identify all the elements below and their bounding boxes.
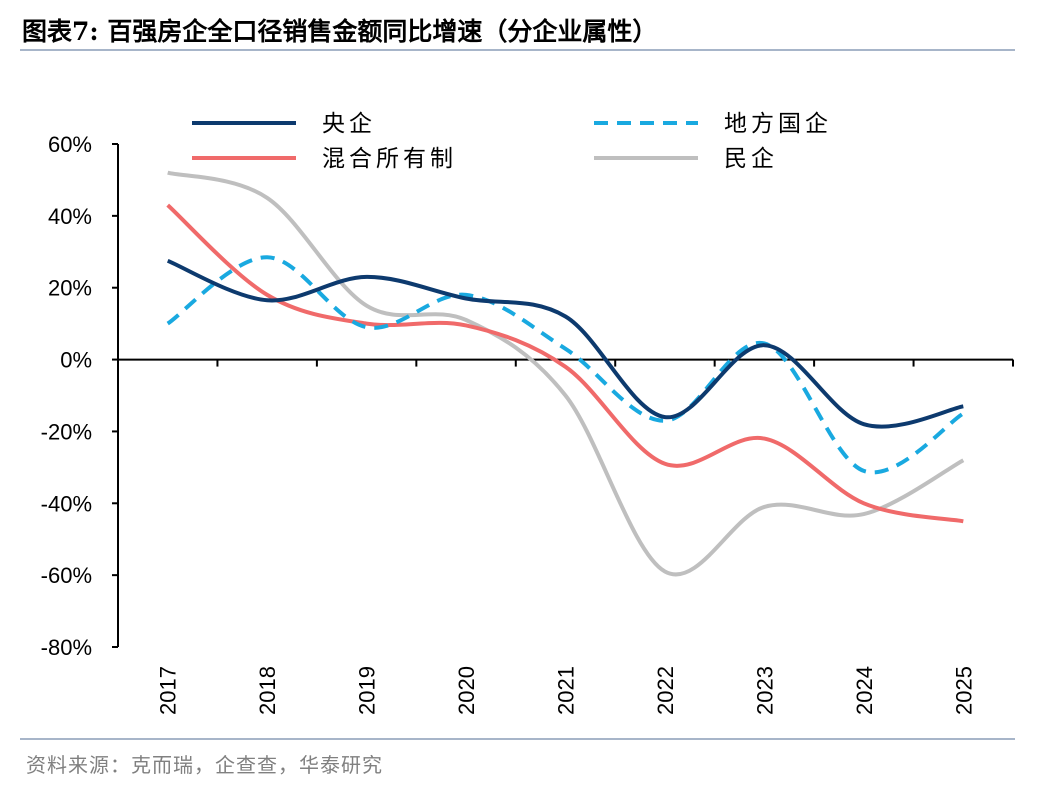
legend-label-0: 央企	[322, 111, 376, 137]
y-tick-label: -80%	[41, 635, 92, 660]
y-tick-label: 0%	[60, 348, 92, 373]
x-tick-label: 2020	[454, 666, 479, 715]
series-line-0	[166, 258, 964, 429]
x-tick-label: 2019	[355, 666, 380, 715]
y-tick-label: 40%	[48, 204, 92, 229]
y-tick-label: -20%	[41, 419, 92, 444]
line-chart: 60% 40% 20% 0% -20% -40% -60% -80% 2017 2018 2019 2…	[41, 111, 1014, 715]
x-tick-label: 2025	[951, 666, 976, 715]
x-tick-label: 2022	[653, 666, 678, 715]
legend-label-2: 混合所有制	[322, 146, 457, 172]
series-line-2	[166, 203, 964, 524]
source-note: 资料来源：克而瑞，企查查，华泰研究	[26, 753, 383, 777]
y-tick-label: -60%	[41, 563, 92, 588]
y-tick-label: -40%	[41, 491, 92, 516]
x-tick-label: 2024	[852, 666, 877, 715]
series-line-3	[167, 170, 965, 577]
axes: 60% 40% 20% 0% -20% -40% -60% -80% 2017 2018 2019 2…	[41, 132, 1014, 715]
x-tick-label: 2023	[752, 666, 777, 715]
chart-title: 图表7: 百强房企全口径销售金额同比增速（分企业属性）	[22, 17, 658, 46]
legend-label-1: 地方国企	[724, 111, 832, 137]
series-layer	[166, 170, 965, 577]
source-divider	[20, 738, 1015, 740]
title-divider	[20, 49, 1015, 51]
x-tick-label: 2018	[255, 666, 280, 715]
y-tick-label: 20%	[48, 276, 92, 301]
x-tick-label: 2017	[156, 666, 181, 715]
legend-label-3: 民企	[724, 146, 778, 172]
y-tick-label: 60%	[48, 132, 92, 157]
x-tick-label: 2021	[554, 666, 579, 715]
